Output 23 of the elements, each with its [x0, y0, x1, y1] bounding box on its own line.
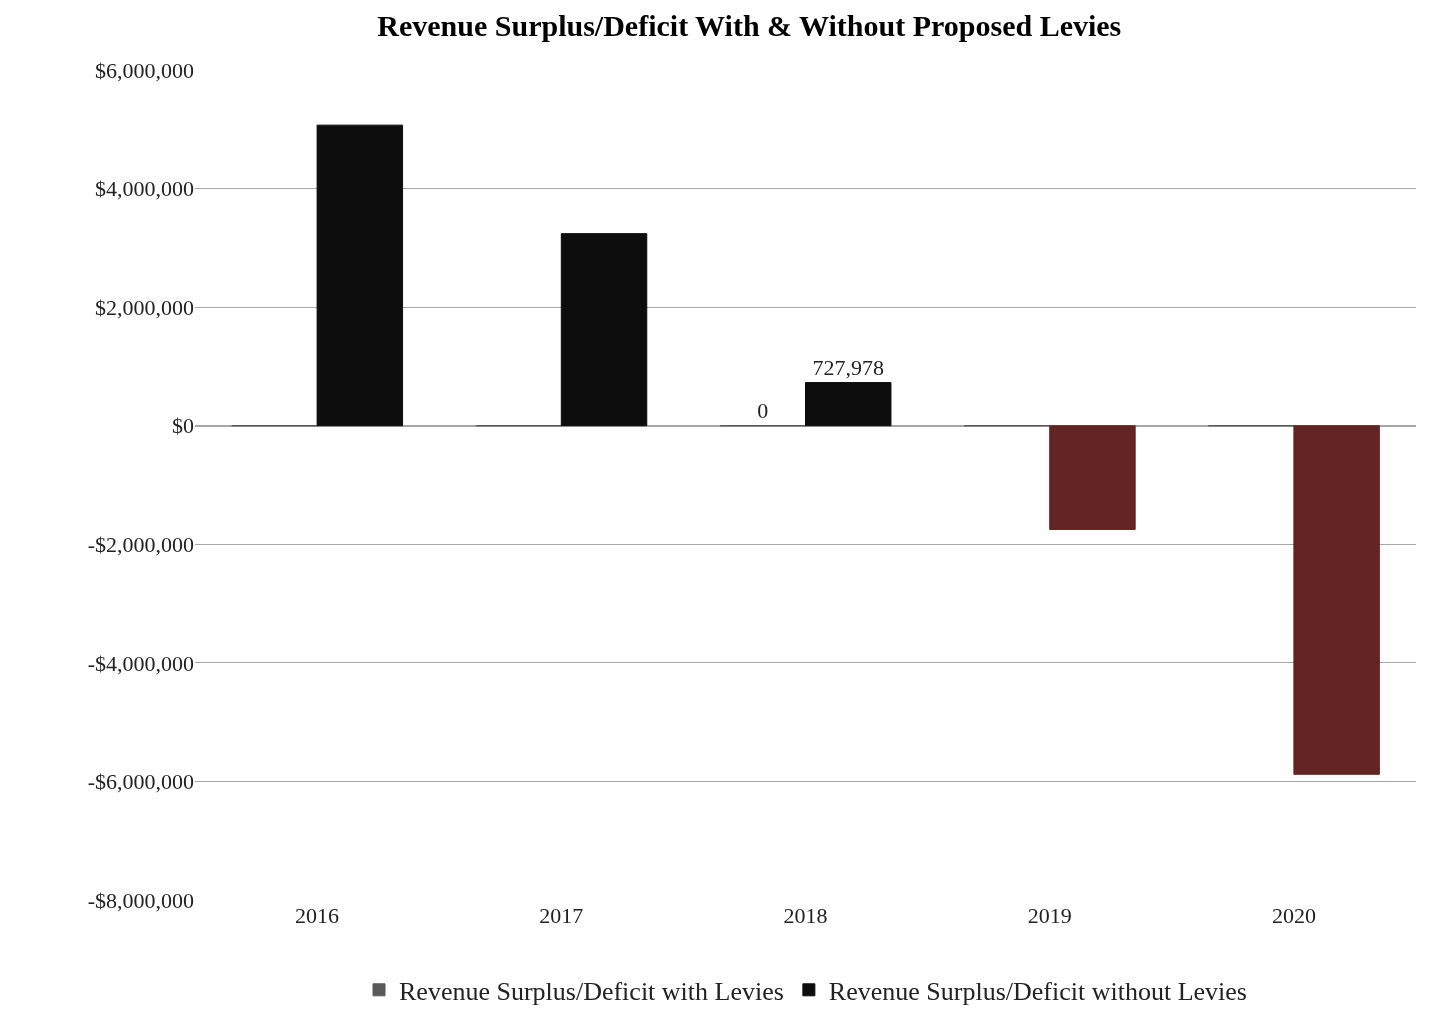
y-tick-label: -$8,000,000: [87, 887, 194, 913]
bar: [560, 233, 648, 427]
x-tick-label: 2018: [783, 903, 828, 928]
x-tick-label: 2017: [539, 903, 584, 928]
y-tick-label: $4,000,000: [95, 176, 194, 202]
y-tick-label: -$6,000,000: [87, 769, 194, 795]
y-tick-label: $0: [172, 413, 194, 439]
data-label: 0: [757, 397, 769, 423]
x-tick-label: 2016: [295, 903, 340, 928]
legend-label: Revenue Surplus/Deficit without Levies: [828, 976, 1247, 1006]
x-tick-label: 2020: [1271, 903, 1316, 928]
bar: [1293, 425, 1380, 775]
y-tick-label: -$2,000,000: [87, 531, 194, 557]
y-tick-label: -$4,000,000: [87, 650, 194, 676]
legend-label: Revenue Surplus/Deficit with Levies: [399, 976, 784, 1006]
bar: [805, 382, 892, 427]
x-tick-label: 2019: [1027, 903, 1072, 928]
data-label: 727,978: [812, 354, 884, 380]
y-tick-label: $6,000,000: [95, 57, 194, 83]
y-tick-label: $2,000,000: [95, 294, 194, 320]
chart-title: Revenue Surplus/Deficit With & Without Proposed Levies: [377, 9, 1122, 43]
bar: [316, 124, 404, 427]
bar: [1049, 425, 1136, 530]
